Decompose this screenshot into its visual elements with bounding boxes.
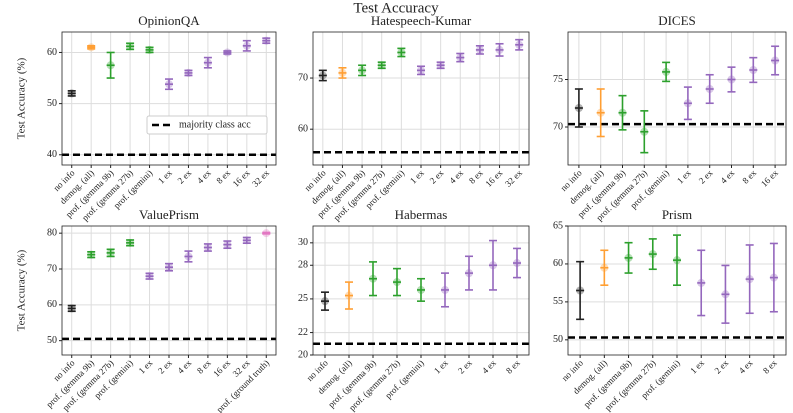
y-tick-label: 28: [298, 260, 308, 271]
y-tick-label: 50: [47, 335, 57, 346]
legend-box: [146, 115, 268, 135]
y-tick-label: 20: [298, 349, 308, 360]
subplot-title: DICES: [658, 13, 696, 28]
x-tick-label: 8 ex: [195, 357, 213, 375]
x-tick-label: 1 ex: [675, 167, 693, 185]
x-tick-label: 1 ex: [408, 167, 426, 185]
y-tick-label: 60: [553, 258, 563, 269]
subplot-title: OpinionQA: [138, 13, 200, 28]
y-tick-label: 65: [553, 220, 563, 231]
x-tick-label: 8 ex: [467, 167, 485, 185]
y-tick-label: 60: [298, 123, 308, 134]
axes-frame: [312, 225, 530, 356]
subplot-title: Prism: [662, 207, 692, 222]
x-tick-label: 8 ex: [504, 357, 522, 375]
y-tick-label: 60: [47, 299, 57, 310]
axes-frame: [61, 31, 277, 166]
x-tick-label: 16 ex: [231, 167, 252, 188]
x-tick-label: 2 ex: [175, 167, 193, 185]
y-tick-label: 70: [298, 72, 308, 83]
x-tick-label: 16 ex: [483, 167, 504, 188]
y-tick-label: 70: [47, 263, 57, 274]
y-tick-label: 75: [553, 74, 563, 85]
x-tick-label: 2 ex: [428, 167, 446, 185]
subplot-title: Habermas: [395, 207, 448, 222]
y-axis-label: Test Accuracy (%): [16, 57, 28, 139]
y-tick-label: 40: [47, 149, 57, 160]
x-tick-label: 4 ex: [195, 167, 213, 185]
y-tick-label: 50: [553, 334, 563, 345]
x-tick-label: 1 ex: [137, 357, 155, 375]
axes-frame: [61, 225, 277, 356]
x-tick-label: 2 ex: [156, 357, 174, 375]
axes-frame: [312, 31, 530, 166]
x-tick-label: 4 ex: [719, 167, 737, 185]
subplot-title: ValuePrism: [139, 207, 199, 222]
x-tick-label: 1 ex: [432, 357, 450, 375]
y-tick-label: 30: [298, 237, 308, 248]
axes-frame: [567, 31, 787, 166]
x-tick-label: 16 ex: [211, 357, 232, 378]
x-tick-label: 4 ex: [737, 357, 755, 375]
x-tick-label: 16 ex: [759, 167, 780, 188]
y-tick-label: 60: [47, 47, 57, 58]
x-tick-label: 1 ex: [688, 357, 706, 375]
x-tick-label: 4 ex: [447, 167, 465, 185]
y-tick-label: 50: [47, 98, 57, 109]
subplot-title: Hatespeech-Kumar: [371, 13, 472, 28]
y-tick-label: 25: [298, 293, 308, 304]
y-tick-label: 80: [47, 227, 57, 238]
x-tick-label: 8 ex: [214, 167, 232, 185]
figure-title: Test Accuracy: [353, 0, 439, 16]
axes-frame: [567, 225, 787, 356]
x-tick-label: 8 ex: [740, 167, 758, 185]
y-tick-label: 22: [298, 327, 308, 338]
y-tick-label: 55: [553, 296, 563, 307]
x-tick-label: 4 ex: [175, 357, 193, 375]
y-axis-label: Test Accuracy (%): [16, 249, 28, 331]
x-tick-label: 1 ex: [156, 167, 174, 185]
x-tick-label: 32 ex: [250, 167, 271, 188]
x-tick-label: 8 ex: [761, 357, 779, 375]
x-tick-label: 32 ex: [503, 167, 524, 188]
x-tick-label: 2 ex: [456, 357, 474, 375]
x-tick-label: 2 ex: [712, 357, 730, 375]
x-tick-label: 2 ex: [697, 167, 715, 185]
legend-label: majority class acc: [179, 119, 251, 130]
x-tick-label: 4 ex: [480, 357, 498, 375]
y-tick-label: 70: [553, 121, 563, 132]
